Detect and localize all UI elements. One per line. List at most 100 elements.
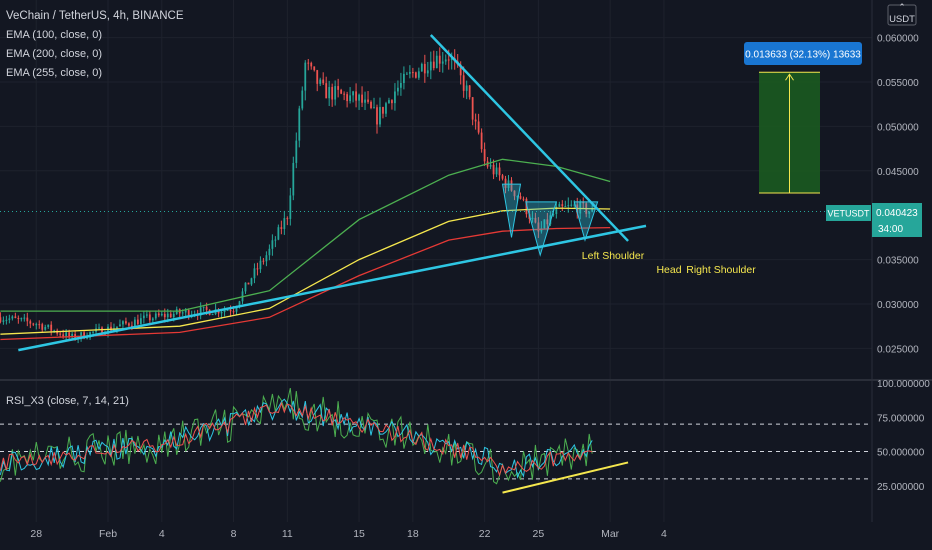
candle[interactable] [397,87,399,92]
candle[interactable] [519,196,522,199]
rsi-line[interactable] [0,387,593,485]
candle[interactable] [265,255,268,262]
candle[interactable] [352,91,354,96]
pattern-triangle[interactable] [525,201,557,257]
candle[interactable] [142,315,145,319]
candle[interactable] [588,211,591,214]
candle[interactable] [534,217,537,223]
candle[interactable] [358,94,360,101]
candle[interactable] [513,190,516,197]
candle[interactable] [23,317,26,319]
candle[interactable] [432,61,435,69]
candle[interactable] [292,162,295,196]
candle[interactable] [14,316,17,319]
candle[interactable] [394,91,396,104]
rsi-line[interactable] [0,401,593,477]
candle[interactable] [438,55,441,64]
candle[interactable] [53,330,56,332]
candle[interactable] [543,219,546,229]
candle[interactable] [29,321,32,324]
candle[interactable] [253,268,256,279]
candle[interactable] [44,326,47,330]
candle[interactable] [465,85,468,91]
candle[interactable] [172,313,175,318]
candle[interactable] [187,310,190,317]
candle[interactable] [8,318,11,320]
candle[interactable] [408,72,411,74]
candle[interactable] [92,331,94,333]
candle[interactable] [139,318,142,325]
candle[interactable] [250,278,253,285]
candle[interactable] [268,248,271,256]
candle[interactable] [131,325,133,327]
candle[interactable] [555,206,558,215]
candle[interactable] [417,71,420,78]
candle[interactable] [286,218,289,220]
candle[interactable] [385,103,387,114]
candle[interactable] [244,282,247,292]
candle[interactable] [59,333,62,335]
candle[interactable] [11,316,14,319]
candle[interactable] [367,99,369,102]
candle[interactable] [477,121,480,133]
candle[interactable] [116,326,118,329]
candle[interactable] [522,198,525,200]
candle[interactable] [157,313,160,316]
candle[interactable] [148,314,151,321]
candle[interactable] [591,208,594,212]
candle[interactable] [68,332,71,337]
ema255-legend[interactable]: EMA (255, close, 0) [6,67,102,79]
candle[interactable] [50,324,53,331]
candle[interactable] [98,327,100,329]
candle[interactable] [411,72,414,74]
candle[interactable] [516,196,519,198]
candle[interactable] [32,323,35,325]
candle[interactable] [531,217,534,220]
candle[interactable] [447,59,450,61]
candle[interactable] [444,59,447,62]
candle[interactable] [223,310,226,313]
candle[interactable] [382,107,384,114]
candle[interactable] [277,227,280,240]
candle[interactable] [125,321,127,324]
candle[interactable] [47,324,50,327]
candle[interactable] [160,313,163,316]
candle[interactable] [184,310,187,313]
rsi-legend[interactable]: RSI_X3 (close, 7, 14, 21) [6,395,129,407]
candle[interactable] [119,324,121,327]
ema200-legend[interactable]: EMA (200, close, 0) [6,48,102,60]
candle[interactable] [256,268,259,270]
candle[interactable] [340,89,343,94]
candle[interactable] [80,332,82,338]
candle[interactable] [420,63,423,72]
candle[interactable] [301,90,304,109]
candle[interactable] [220,312,223,314]
candle[interactable] [26,317,29,322]
candle[interactable] [295,140,298,163]
candle[interactable] [235,306,238,312]
candle[interactable] [429,61,432,71]
candle[interactable] [83,332,85,339]
candle[interactable] [462,75,465,91]
candle[interactable] [388,100,390,104]
candle[interactable] [501,175,504,179]
candle[interactable] [2,320,5,322]
candle[interactable] [17,318,20,320]
candle[interactable] [579,201,582,214]
candle[interactable] [468,85,471,98]
candle[interactable] [489,164,492,167]
candle[interactable] [561,204,564,207]
support-trendline[interactable] [18,224,647,352]
rsi-trendline[interactable] [502,461,629,494]
candle[interactable] [316,70,319,84]
candle[interactable] [307,62,310,64]
candle[interactable] [492,164,495,175]
candle[interactable] [304,62,307,91]
candle[interactable] [391,100,393,104]
candle[interactable] [364,99,366,103]
candle[interactable] [136,319,139,325]
candle[interactable] [86,337,88,339]
candle[interactable] [202,306,205,308]
candle[interactable] [238,301,241,307]
